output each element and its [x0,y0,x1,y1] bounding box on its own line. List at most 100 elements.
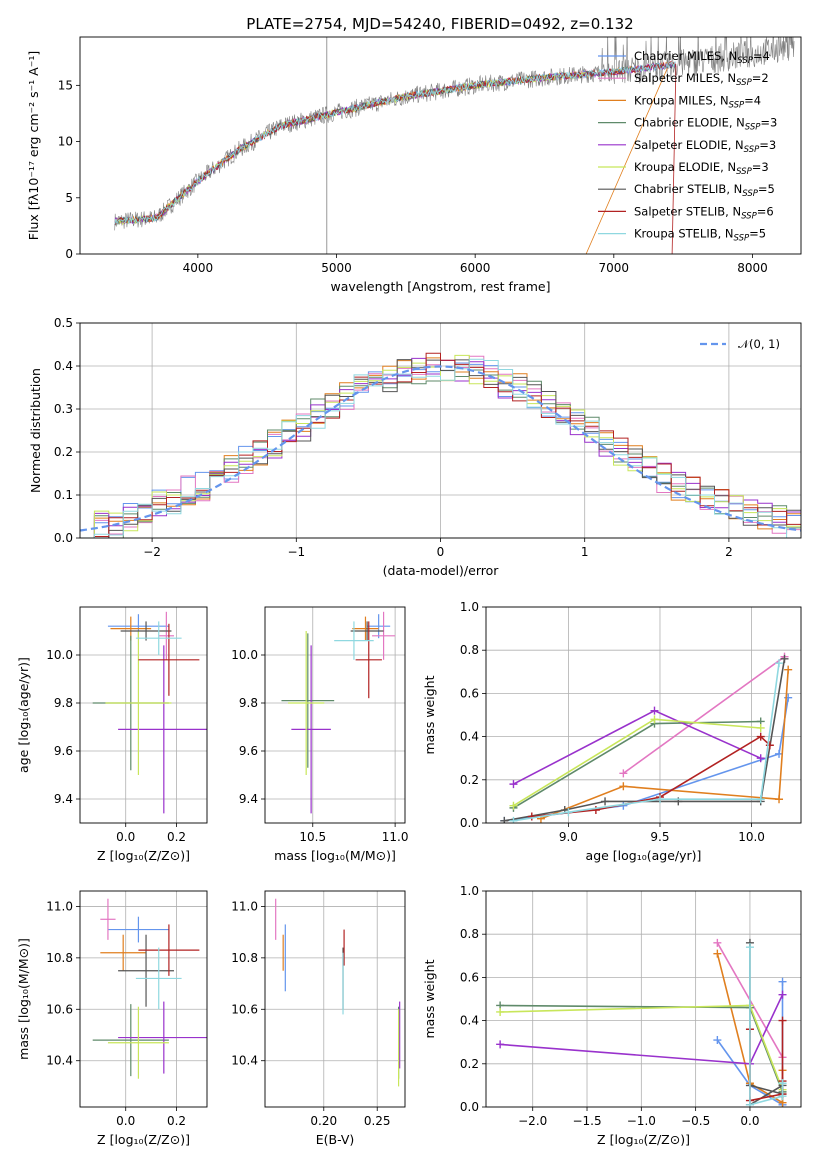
y-tick-label: 9.4 [239,792,258,806]
x-axis-label: Z [log₁₀(Z/Z⊙)] [597,1132,690,1147]
y-tick-label: 9.6 [239,744,258,758]
y-tick-label: 10.8 [46,951,73,965]
y-tick-label: 0.0 [460,1100,479,1114]
y-tick-label: 0.4 [460,730,479,744]
y-tick-label: 10.0 [46,648,73,662]
x-tick-label: 1 [581,545,589,559]
y-tick-label: 11.0 [46,899,73,913]
panel-mass-vs-extinction: 0.20 0.25 10.4 10.6 10.8 11.0 E(B-V) [231,890,406,1147]
weight-series-marker [655,795,664,804]
weight-series-marker [509,801,518,810]
y-tick-label: 0.1 [54,488,73,502]
y-tick-label: 10.6 [46,1002,73,1016]
x-tick-label: 11.0 [382,830,409,844]
observed-spectrum-line [114,37,795,231]
y-tick-label: 0.2 [460,773,479,787]
y-tick-label: 1.0 [460,884,479,898]
panel-mass-vs-metallicity: 0.0 0.2 10.4 10.6 10.8 11.0 Z [log₁₀(Z/Z⊙)] mas… [16,890,208,1147]
axes-frame [264,890,406,1108]
weight-series-marker [713,949,722,958]
axes-frame [79,322,802,539]
legend-label-main: Salpeter ELODIE, N [634,138,744,152]
plot-area [281,611,396,814]
weight-series-marker [496,1007,505,1016]
x-tick-label: 0.2 [167,1114,186,1128]
legend-label-tail: =5 [758,182,775,196]
weight-series-marker [745,943,754,952]
y-tick-label: 15 [58,78,73,92]
weight-series-marker [591,806,600,815]
legend-label-sub: SSP [744,145,760,155]
legend-label-sub: SSP [734,234,750,244]
normal-distribution-curve [80,365,801,532]
y-axis-label: mass weight [422,959,437,1038]
panel-weight-vs-age: 9.0 9.5 10.0 0.0 0.2 0.4 0.6 0.8 1.0 age [log₁₀(a… [422,600,802,863]
y-tick-label: 0.8 [460,927,479,941]
y-tick-label: 0.4 [460,1014,479,1028]
x-axis-label: Z [log₁₀(Z/Z⊙)] [97,1132,190,1147]
y-tick-label: 1.0 [460,600,479,614]
y-tick-label: 9.8 [239,696,258,710]
axes-frame [485,606,802,824]
weight-series-marker [745,1100,754,1107]
weight-series-marker [756,723,765,732]
weight-series-marker [713,938,722,947]
legend-label-sub: SSP [741,211,757,221]
x-tick-label: 0.20 [310,1114,337,1128]
weight-series-marker [778,990,787,999]
legend-label-sub: SSP [736,167,752,177]
x-tick-label: 8000 [737,261,768,275]
legend-label-main: Salpeter STELIB, N [634,204,741,218]
residual-histogram-step [80,354,801,538]
y-tick-label: 5 [65,191,73,205]
x-axis-label: E(B-V) [316,1132,355,1147]
plot-area [114,37,795,254]
legend-label-tail: =5 [749,227,766,241]
weight-series-marker [509,816,518,823]
weight-series-line [540,669,789,820]
y-tick-label: 0.5 [54,316,73,330]
x-tick-label: 0.0 [116,830,135,844]
weight-series-marker [784,665,793,674]
x-tick-label: 0.0 [740,1114,759,1128]
y-axis-label: mass weight [422,675,437,754]
weight-series-line [622,656,785,774]
y-axis-label: age [log₁₀(age/yr)] [16,657,31,773]
weight-series-marker [509,780,518,789]
x-axis-label: mass [log₁₀(M/M⊙)] [274,848,396,863]
x-tick-label: 2 [725,545,733,559]
weight-series-marker [778,1016,787,1025]
weight-series-marker [756,732,765,741]
weight-series-marker [756,795,765,804]
y-tick-label: 0.0 [54,531,73,545]
weight-series-marker [564,808,573,817]
model-spectrum-line [114,61,676,225]
plot-area [500,652,793,823]
plot-area [80,352,801,538]
model-spectrum-line [114,61,677,254]
legend-label: Chabrier STELIB, NSSP=5 [634,182,775,199]
spectrum-title: PLATE=2754, MJD=54240, FIBERID=0492, z=0… [246,15,633,33]
y-tick-label: 9.4 [54,792,73,806]
y-tick-label: 0 [65,247,73,261]
y-tick-label: 0.6 [460,970,479,984]
x-axis-label: wavelength [Angstrom, rest frame] [330,279,550,294]
panel-spectrum: 4000 5000 6000 7000 8000 0 5 10 15 wavelength [An… [26,36,802,294]
y-tick-label: 0.4 [54,359,73,373]
legend-label: Kroupa ELODIE, NSSP=3 [634,160,769,177]
x-tick-label: 4000 [183,261,214,275]
y-tick-label: 10.0 [231,648,258,662]
legend-label: Salpeter ELODIE, NSSP=3 [634,138,776,155]
x-tick-label: 9.0 [559,830,578,844]
y-tick-label: 10 [58,135,73,149]
weight-series-marker [780,654,789,663]
weight-series-marker [713,1036,722,1045]
plot-area [496,938,787,1107]
x-tick-label: 0.0 [116,1114,135,1128]
legend-label-main: Kroupa STELIB, N [634,227,734,241]
x-axis-label: Z [log₁₀(Z/Z⊙)] [97,848,190,863]
weight-series-marker [778,1092,787,1101]
legend-label: 𝒩(0, 1) [738,337,780,351]
x-tick-label: 10.0 [738,830,765,844]
